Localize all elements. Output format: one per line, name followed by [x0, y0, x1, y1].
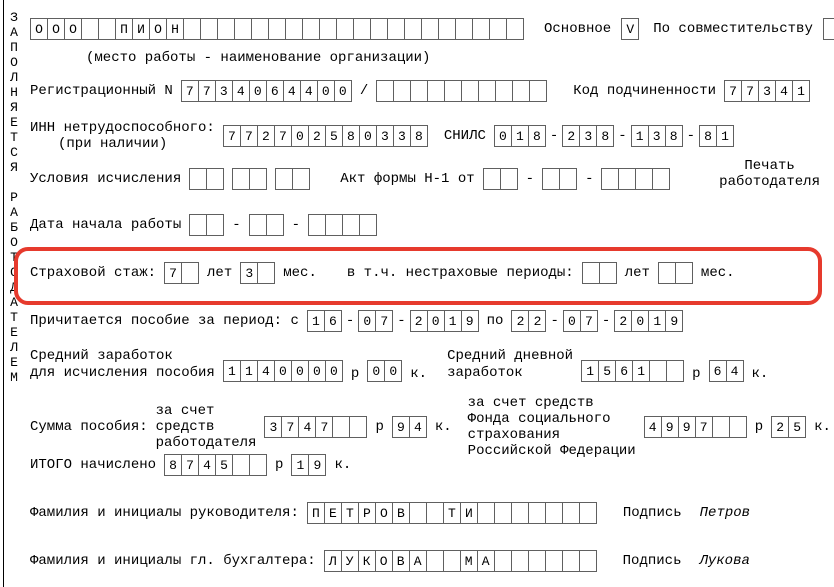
avg-label: Средний заработокдля исчисления пособия — [30, 348, 215, 382]
director-label: Фамилия и инициалы руководителя: — [30, 505, 299, 521]
emp-kop-cells: 94 — [392, 416, 427, 438]
sub-cells: 77341 — [724, 80, 810, 102]
accountant-sign: Лукова — [699, 553, 749, 569]
form-page: ЗАПОЛНЯЕТСЯ РАБОТОДАТЕЛЕМ ОООПИОН Основн… — [0, 0, 834, 587]
parttime-label: По совместительству — [653, 21, 813, 37]
vertical-label: ЗАПОЛНЯЕТСЯ РАБОТОДАТЕЛЕМ — [6, 10, 22, 385]
fss-kop-cells: 25 — [771, 416, 806, 438]
place-note: (место работы - наименование организации… — [86, 50, 430, 66]
avg-kop-cells: 00 — [367, 360, 402, 382]
inn-cells: 772702580338 — [223, 125, 428, 147]
director-sign-label: Подпись — [623, 505, 682, 521]
noninsurance-label: в т.ч. нестраховые периоды: — [347, 265, 574, 281]
inn-note: (при наличии) — [58, 136, 167, 152]
benefit-from-cells: 16-07-2019 — [307, 310, 479, 332]
emp-label: за счет средств работодателя — [156, 403, 257, 451]
avg-cells: 1140000 — [223, 360, 343, 382]
total-label: ИТОГО начислено — [30, 457, 156, 473]
fss-cells: 4997 — [644, 416, 747, 438]
sum-label: Сумма пособия: — [30, 419, 148, 435]
reg-sub-cells — [376, 80, 547, 102]
parttime-checkbox[interactable] — [823, 18, 834, 40]
main-checkbox[interactable]: V — [621, 18, 639, 40]
row-total: ИТОГО начислено 8745 р 19 к. — [30, 454, 824, 476]
director-cells: ПЕТРОВТИ — [307, 502, 597, 524]
row-benefit-period: Причитается пособие за период: с 16-07-2… — [30, 310, 824, 332]
reg-label: Регистрационный N — [30, 83, 173, 99]
accountant-sign-label: Подпись — [623, 553, 682, 569]
emp-cells: 3747 — [264, 416, 367, 438]
total-cells: 8745 — [164, 454, 267, 476]
avgd-cells: 1561 — [581, 360, 684, 382]
main-label: Основное — [544, 21, 611, 37]
director-sign: Петров — [700, 505, 750, 521]
left-border — [3, 0, 4, 587]
row-avg: Средний заработокдля исчисления пособия … — [30, 348, 824, 382]
sub-label: Код подчиненности — [573, 83, 716, 99]
snils-cells: 018-238-138-81 — [494, 125, 734, 147]
row-director: Фамилия и инициалы руководителя: ПЕТРОВТ… — [30, 502, 824, 524]
benefit-label: Причитается пособие за период: с — [30, 313, 299, 329]
org-name-cells: ОООПИОН — [30, 18, 524, 40]
row-start: Дата начала работы - - — [30, 214, 824, 236]
avgd-label: Средний дневнойзаработок — [447, 348, 573, 382]
row-org: ОООПИОН Основное V По совместительству — [30, 18, 824, 40]
cond-label: Условия исчисления — [30, 171, 181, 187]
snils-label: СНИЛС — [444, 128, 486, 144]
row-cond: Условия исчисления Акт формы Н-1 от - - — [30, 168, 824, 190]
start-label: Дата начала работы — [30, 217, 181, 233]
row-insurance: Страховой стаж: 7 лет 3 мес. в т.ч. нест… — [30, 262, 824, 284]
inn-label: ИНН нетрудоспособного: — [30, 120, 215, 136]
stamp-label: Печатьработодателя — [719, 158, 820, 190]
total-kop-cells: 19 — [291, 454, 326, 476]
row-org-note: (место работы - наименование организации… — [30, 50, 824, 66]
accountant-label: Фамилия и инициалы гл. бухгалтера: — [30, 553, 316, 569]
insurance-label: Страховой стаж: — [30, 265, 156, 281]
act-label: Акт формы Н-1 от — [340, 171, 474, 187]
benefit-to-cells: 22-07-2019 — [511, 310, 683, 332]
fss-label: за счет средств Фонда социального страхо… — [468, 395, 636, 459]
row-inn: ИНН нетрудоспособного: (при наличии) 772… — [30, 120, 824, 152]
reg-cells: 7734064400 — [181, 80, 352, 102]
row-sum: Сумма пособия: за счет средств работодат… — [30, 395, 824, 459]
row-accountant: Фамилия и инициалы гл. бухгалтера: ЛУКОВ… — [30, 550, 824, 572]
accountant-cells: ЛУКОВАМА — [324, 550, 597, 572]
avgd-kop-cells: 64 — [709, 360, 744, 382]
row-reg: Регистрационный N 7734064400 / Код подчи… — [30, 80, 824, 102]
